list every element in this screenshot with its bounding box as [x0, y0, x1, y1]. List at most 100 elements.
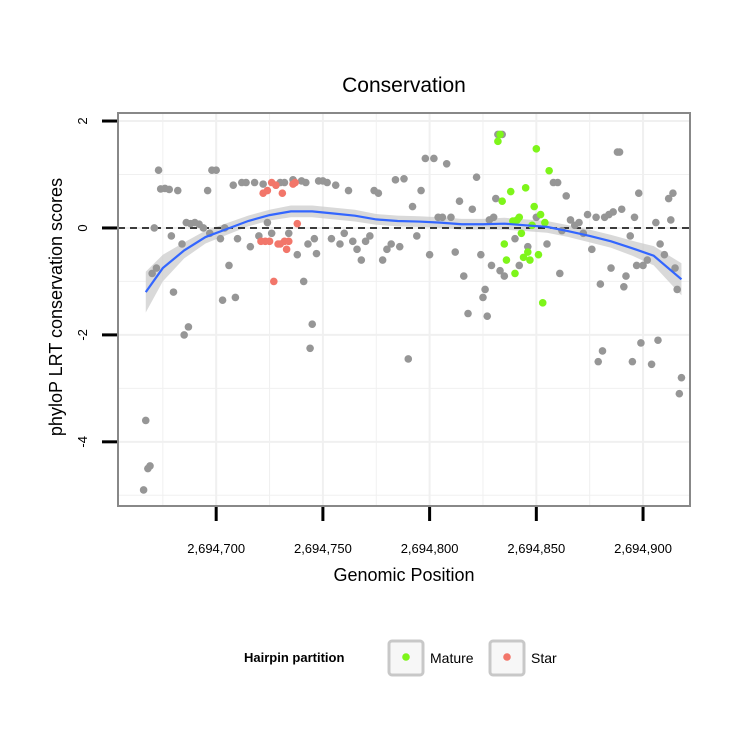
point-other	[218, 296, 227, 304]
point-other	[511, 234, 519, 243]
point-mature	[506, 187, 515, 196]
point-other	[669, 189, 677, 198]
point-other	[666, 216, 675, 224]
point-other	[154, 166, 163, 175]
point-other	[308, 320, 317, 329]
point-other	[483, 312, 492, 320]
point-other	[146, 462, 154, 470]
point-other	[231, 293, 240, 302]
smooth-line	[144, 210, 683, 293]
point-other	[481, 285, 489, 294]
point-other	[293, 250, 302, 259]
legend-title: Hairpin partition	[244, 650, 344, 665]
point-other	[671, 264, 679, 272]
point-other	[400, 174, 408, 183]
point-other	[523, 242, 532, 251]
x-tick-label: 2,694,850	[507, 541, 565, 556]
point-other	[583, 210, 592, 219]
point-other	[451, 248, 460, 256]
point-other	[374, 189, 383, 198]
point-other	[477, 250, 485, 259]
point-other	[331, 181, 340, 189]
point-other	[310, 234, 319, 243]
point-other	[327, 234, 336, 243]
point-star	[293, 219, 302, 228]
point-other	[242, 178, 250, 187]
y-tick-label: -4	[75, 436, 90, 448]
y-tick-label: 2	[75, 117, 90, 124]
point-other	[647, 360, 656, 369]
point-other	[677, 373, 686, 382]
point-mature	[532, 145, 541, 153]
point-other	[438, 213, 447, 222]
point-other	[395, 242, 404, 251]
point-other	[152, 264, 161, 272]
point-other	[652, 218, 660, 227]
point-other	[344, 186, 353, 195]
legend: Hairpin partition Mature Star	[244, 639, 557, 677]
point-other	[387, 240, 395, 248]
point-mature	[496, 130, 504, 139]
point-other	[391, 176, 400, 184]
point-other	[620, 282, 628, 291]
point-other	[607, 264, 615, 272]
point-other	[632, 261, 641, 270]
point-other	[229, 181, 238, 189]
point-other	[378, 256, 387, 264]
point-other	[413, 232, 421, 240]
point-mature	[511, 269, 519, 278]
point-other	[634, 189, 643, 198]
legend-dot-mature	[402, 653, 410, 661]
plot-frame	[117, 112, 691, 507]
x-tick-label: 2,694,800	[401, 541, 459, 556]
x-tick-label: 2,694,700	[187, 541, 245, 556]
point-other	[203, 186, 212, 195]
point-other	[180, 331, 188, 339]
point-other	[167, 232, 176, 240]
point-star	[284, 237, 293, 246]
point-mature	[494, 137, 502, 146]
point-other	[178, 240, 186, 248]
point-other	[643, 256, 652, 264]
legend-label-mature: Mature	[430, 650, 474, 666]
point-other	[225, 261, 233, 270]
point-other	[592, 213, 600, 222]
point-other	[673, 285, 681, 294]
point-mature	[521, 184, 530, 192]
point-other	[284, 229, 293, 238]
legend-dot-star	[503, 653, 511, 661]
point-other	[654, 336, 662, 345]
point-other	[598, 347, 607, 355]
point-other	[366, 232, 374, 240]
point-other	[562, 192, 571, 200]
point-other	[556, 269, 564, 278]
point-other	[637, 339, 645, 347]
point-mature	[534, 250, 543, 259]
point-mature	[498, 197, 506, 206]
point-mature	[500, 240, 509, 248]
point-other	[575, 218, 583, 227]
point-other	[169, 288, 178, 296]
point-other	[304, 240, 312, 248]
point-other	[442, 159, 451, 168]
point-other	[173, 186, 182, 195]
point-other	[408, 202, 417, 211]
x-axis-title: Genomic Position	[333, 565, 474, 585]
legend-label-star: Star	[531, 650, 557, 666]
point-other	[566, 216, 575, 224]
point-star	[291, 178, 299, 187]
point-other	[594, 357, 603, 366]
point-other	[628, 357, 637, 366]
point-other	[660, 250, 669, 259]
point-mature	[545, 166, 553, 175]
point-other	[323, 178, 331, 187]
point-other	[479, 293, 487, 302]
point-other	[588, 245, 596, 254]
point-other	[430, 154, 438, 163]
point-other	[233, 234, 242, 243]
point-other	[472, 173, 481, 181]
point-other	[455, 197, 464, 206]
point-other	[165, 185, 174, 194]
